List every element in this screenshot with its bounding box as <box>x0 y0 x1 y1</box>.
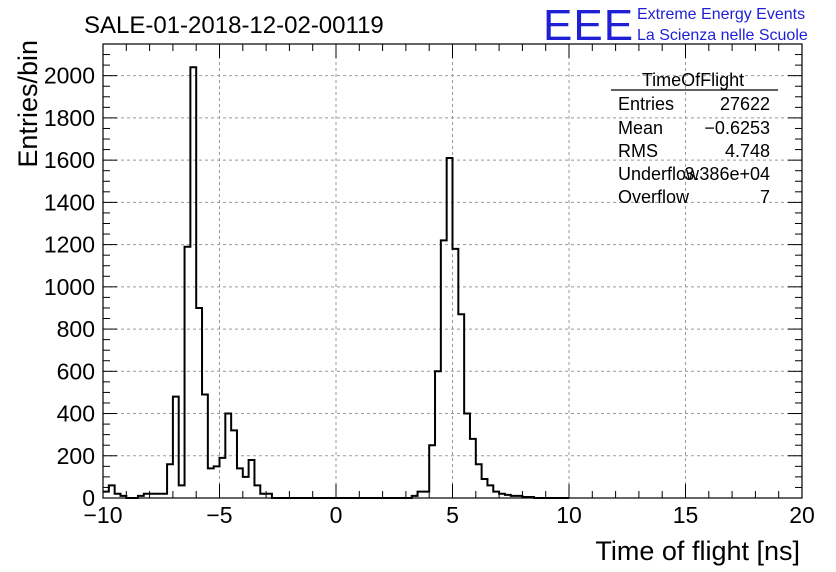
stats-value-mean: −0.6253 <box>704 118 770 138</box>
x-tick-label: 20 <box>789 502 815 528</box>
stats-box-title: TimeOfFlight <box>642 70 744 90</box>
stats-label-overflow: Overflow <box>618 187 690 207</box>
y-tick-label: 400 <box>57 401 95 427</box>
histogram-step-line <box>103 66 569 499</box>
y-tick-label: 1000 <box>44 274 95 300</box>
x-axis-title: Time of flight [ns] <box>595 536 800 566</box>
stats-value-underflow: 3.386e+04 <box>684 164 770 184</box>
y-tick-label: 2000 <box>44 63 95 89</box>
stats-value-rms: 4.748 <box>725 141 770 161</box>
stats-box: TimeOfFlight Entries 27622 Mean −0.6253 … <box>611 70 778 207</box>
y-tick-label: 1800 <box>44 105 95 131</box>
x-tick-label: −5 <box>206 502 232 528</box>
stats-label-rms: RMS <box>618 141 658 161</box>
x-tick-label: 0 <box>330 502 343 528</box>
x-tick-label: 10 <box>556 502 582 528</box>
y-tick-labels: 0 200 400 600 800 1000 1200 1400 1600 1800 2000 <box>44 63 95 511</box>
y-tick-label: 800 <box>57 316 95 342</box>
stats-value-entries: 27622 <box>720 94 770 114</box>
y-tick-label: 1200 <box>44 232 95 258</box>
histogram-series <box>103 66 569 499</box>
logo-mark: EEE <box>543 1 634 50</box>
x-tick-labels: −10 −5 0 5 10 15 20 <box>83 502 814 528</box>
y-tick-label: 1400 <box>44 189 95 215</box>
stats-label-mean: Mean <box>618 118 663 138</box>
x-tick-label: −10 <box>83 502 122 528</box>
axis-ticks <box>102 43 803 499</box>
y-tick-label: 1600 <box>44 147 95 173</box>
x-tick-label: 5 <box>446 502 459 528</box>
chart-title: SALE-01-2018-12-02-00119 <box>84 12 384 39</box>
grid-lines <box>103 44 802 498</box>
y-tick-label: 200 <box>57 443 95 469</box>
logo-line-1: Extreme Energy Events <box>637 6 805 23</box>
y-tick-label: 0 <box>82 485 95 511</box>
logo-line-2: La Scienza nelle Scuole <box>637 27 808 44</box>
stats-label-underflow: Underflow <box>618 164 700 184</box>
y-tick-label: 600 <box>57 358 95 384</box>
stats-label-entries: Entries <box>618 94 674 114</box>
x-tick-label: 15 <box>673 502 699 528</box>
y-axis-title: Entries/bin <box>13 40 43 168</box>
eee-logo: EEE Extreme Energy Events La Scienza nel… <box>543 1 808 50</box>
stats-value-overflow: 7 <box>760 187 770 207</box>
